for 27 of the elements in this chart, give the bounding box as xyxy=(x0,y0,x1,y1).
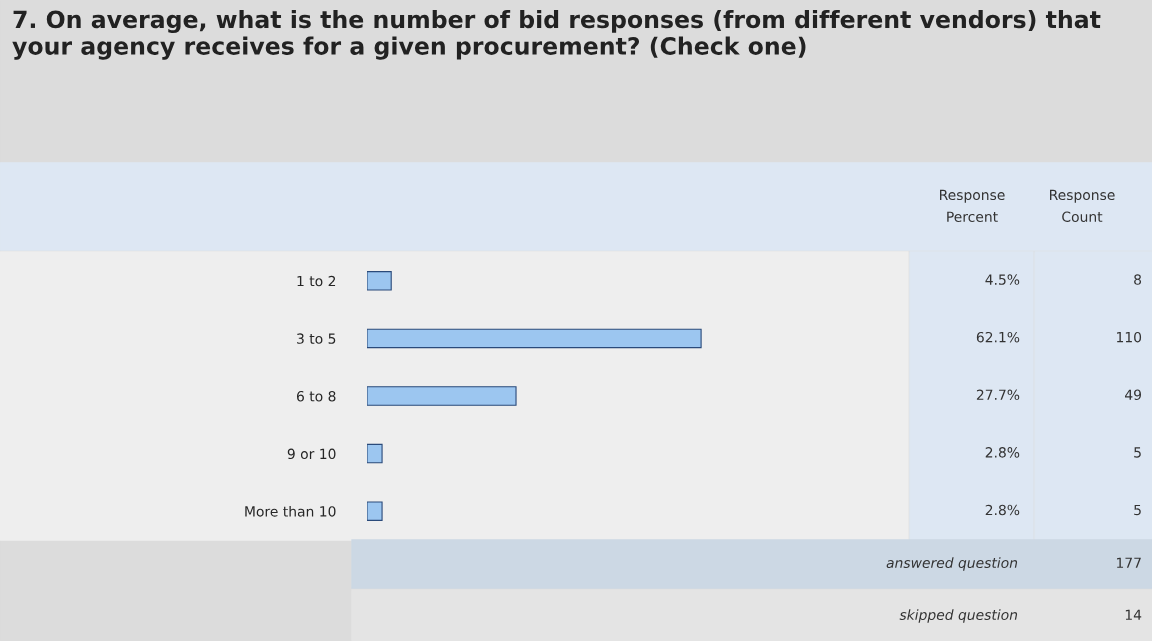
data-label: 4.5% xyxy=(985,274,1020,285)
bar xyxy=(367,501,383,521)
bar xyxy=(367,328,702,349)
bar xyxy=(367,443,383,464)
y-tick-label: 6 to 8 xyxy=(296,390,336,402)
text: Response Percent xyxy=(940,189,1005,222)
text: skipped question xyxy=(899,609,1018,623)
text: 8 xyxy=(1134,274,1142,285)
text: 110 xyxy=(1117,331,1142,343)
data-label: 2.8% xyxy=(985,447,1020,458)
bar xyxy=(367,386,517,406)
text: 5 xyxy=(1134,447,1141,458)
data-label: 27.7% xyxy=(976,389,1020,401)
text: 5 xyxy=(1134,504,1141,516)
text: 14 xyxy=(1125,609,1142,620)
data-label: 62.1% xyxy=(976,331,1020,343)
data-label: 2.8% xyxy=(985,504,1020,516)
text: 177 xyxy=(1117,557,1141,568)
text: Response Count xyxy=(1050,189,1115,222)
y-tick-label: 3 to 5 xyxy=(297,333,336,344)
text: 49 xyxy=(1125,389,1142,401)
text: answered question xyxy=(886,557,1018,571)
y-tick-label: More than 10 xyxy=(245,505,336,517)
y-tick-label: 1 to 2 xyxy=(297,275,336,287)
y-tick-label: 9 or 10 xyxy=(287,448,336,460)
bar xyxy=(367,271,392,291)
chart-title: 7. On average, what is the number of bid responses (from different vendors) that your agency receives for a given procurement? (Check one) xyxy=(12,10,1101,60)
